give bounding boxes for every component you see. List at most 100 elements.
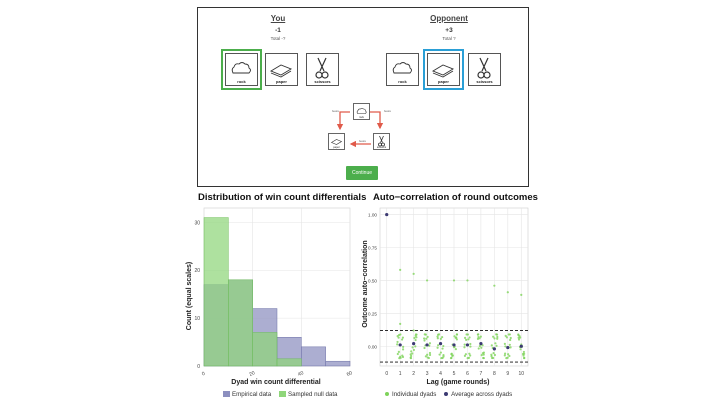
- acf-point-individual: [496, 335, 499, 339]
- legend-dot-average: [444, 392, 449, 397]
- acf-point-individual: [414, 334, 417, 337]
- acf-point-individual: [495, 333, 498, 336]
- acf-point-individual: [401, 355, 405, 359]
- acf-point-individual: [480, 346, 483, 349]
- acf-point-individual: [519, 348, 522, 351]
- diagram-paper-label: paper: [333, 146, 340, 149]
- acf-point-individual: [396, 352, 399, 356]
- acf-point-individual: [426, 353, 429, 356]
- diagram-scissors: scissors: [373, 133, 390, 150]
- scissors-icon: [378, 135, 385, 147]
- paper-icon: [330, 139, 343, 145]
- acf-point-individual: [397, 350, 400, 353]
- legend-individual-label: Individual dyads: [392, 391, 437, 398]
- acf-point-average: [425, 343, 429, 347]
- acf-point-individual: [493, 284, 496, 287]
- paper-icon: [431, 64, 455, 78]
- diagram-rock-label: rock: [359, 116, 364, 119]
- beats-label-right: beats: [384, 109, 391, 113]
- acf-point-individual: [425, 337, 428, 340]
- acf-point-average: [438, 342, 443, 346]
- acf-point-individual: [463, 354, 467, 357]
- acf-point-individual: [396, 343, 399, 346]
- acf-point-individual: [520, 293, 523, 296]
- game-panel: You -1 Total -? Opponent +3 Total ? rock…: [197, 7, 529, 187]
- histogram-y-tick-label: 0: [197, 364, 200, 370]
- continue-button[interactable]: Continue: [346, 166, 378, 180]
- acf-point-individual: [468, 336, 471, 339]
- legend-empirical-label: Empirical data: [232, 391, 272, 398]
- rock-icon: [231, 62, 251, 74]
- histogram-y-tick-label: 10: [194, 316, 200, 322]
- acf-point-individual: [411, 352, 414, 355]
- opponent-paper-card: paper: [423, 49, 464, 90]
- acf-x-tick-label: 5: [453, 371, 456, 377]
- acf-point-individual: [482, 356, 485, 360]
- legend-swatch-null: [278, 391, 286, 398]
- acf-point-individual: [402, 345, 405, 348]
- acf-point-individual: [436, 335, 439, 338]
- acf-point-individual: [496, 337, 499, 340]
- acf-point-individual: [463, 346, 466, 349]
- acf-point-individual: [517, 338, 521, 341]
- acf-point-individual: [424, 355, 427, 358]
- acf-point-individual: [504, 352, 507, 355]
- acf-point-individual: [490, 344, 493, 347]
- acf-x-tick-label: 0: [385, 371, 388, 377]
- rock-label: rock: [237, 79, 246, 84]
- you-scissors-card[interactable]: scissors: [306, 53, 339, 86]
- acf-point-individual: [453, 335, 456, 338]
- acf-point-individual: [399, 322, 402, 325]
- acf-y-tick-label: 0.25: [368, 311, 377, 316]
- acf-point-individual: [410, 354, 413, 358]
- histogram-x-tick-label: 0: [201, 371, 206, 378]
- acf-point-individual: [424, 333, 427, 336]
- histogram-x-tick-label: 20: [248, 370, 256, 378]
- acf-point-individual: [400, 338, 404, 341]
- acf-point-individual: [439, 337, 442, 341]
- histogram-bar-null: [203, 217, 229, 367]
- acf-x-tick-label: 3: [426, 371, 429, 377]
- acf-point-individual: [506, 291, 509, 294]
- acf-point-individual: [425, 279, 429, 282]
- scissors-label: scissors: [476, 79, 493, 84]
- acf-point-individual: [504, 345, 507, 348]
- acf-x-tick-label: 10: [518, 371, 524, 377]
- histogram-chart: Count (equal scales) Dyad win count diff…: [186, 207, 354, 386]
- acf-point-individual: [436, 337, 439, 340]
- you-paper-card[interactable]: paper: [265, 53, 298, 86]
- acf-point-individual: [519, 336, 522, 339]
- acf-point-individual: [508, 333, 511, 336]
- acf-point-individual: [469, 354, 472, 357]
- acf-point-individual: [477, 335, 480, 339]
- diagram-rock: rock: [353, 103, 370, 120]
- histogram-title: Distribution of win count differentials: [198, 192, 367, 203]
- acf-y-axis-label: Outcome auto−correlation: [362, 240, 369, 327]
- acf-chart: Outcome auto−correlation Lag (game round…: [362, 207, 529, 386]
- acf-point-individual: [439, 351, 443, 354]
- acf-y-tick-label: 0.50: [368, 278, 377, 283]
- scissors-icon: [477, 57, 491, 79]
- acf-point-individual: [410, 350, 413, 353]
- acf-point-individual: [478, 344, 481, 348]
- acf-point-individual: [505, 336, 508, 339]
- paper-label: paper: [276, 79, 287, 84]
- opponent-scissors-card: scissors: [468, 53, 501, 86]
- acf-point-individual: [396, 340, 399, 344]
- legend-dot-individual: [385, 392, 389, 397]
- acf-point-individual: [442, 344, 445, 348]
- acf-point-individual: [455, 333, 458, 336]
- acf-point-individual: [508, 343, 511, 346]
- diagram-paper: paper: [328, 133, 345, 150]
- you-rock-card[interactable]: rock: [221, 49, 262, 90]
- acf-x-tick-label: 8: [493, 371, 496, 377]
- acf-point-individual: [479, 335, 482, 338]
- acf-point-individual: [481, 352, 484, 355]
- acf-point-average: [492, 347, 496, 351]
- acf-x-axis-label: Lag (game rounds): [426, 379, 489, 386]
- acf-y-tick-label: 1.00: [368, 213, 377, 218]
- rock-icon: [356, 107, 367, 114]
- acf-point-individual: [436, 333, 440, 336]
- legend-null-label: Sampled null data: [287, 391, 338, 398]
- acf-point-individual: [509, 336, 512, 340]
